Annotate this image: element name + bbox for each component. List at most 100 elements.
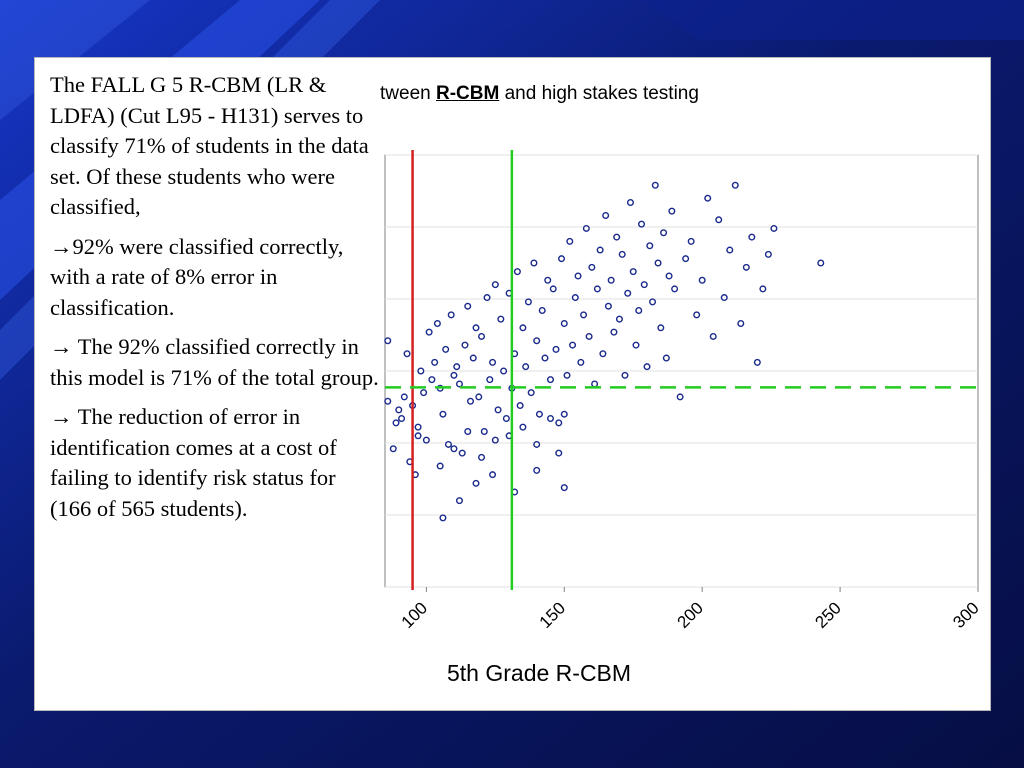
data-point xyxy=(464,302,472,310)
data-point xyxy=(660,229,668,237)
data-point xyxy=(431,358,439,366)
data-point xyxy=(436,462,444,470)
panel-paragraph-error-cost: → The reduction of error in identificati… xyxy=(50,404,337,521)
data-point xyxy=(604,302,612,310)
data-point xyxy=(569,341,577,349)
data-point xyxy=(535,410,543,418)
chart-title-highlight: R-CBM xyxy=(435,83,500,104)
data-point xyxy=(464,427,472,435)
data-point xyxy=(657,324,665,332)
data-point xyxy=(654,259,662,267)
data-point xyxy=(530,259,538,267)
data-point xyxy=(494,406,502,414)
data-point xyxy=(533,466,541,474)
data-point xyxy=(629,268,637,276)
data-point xyxy=(461,341,469,349)
data-point xyxy=(560,484,568,492)
data-point xyxy=(602,211,610,219)
data-point xyxy=(425,328,433,336)
data-point xyxy=(566,237,574,245)
data-point xyxy=(715,216,723,224)
data-point xyxy=(400,393,408,401)
data-point xyxy=(480,427,488,435)
gridlines xyxy=(385,154,978,588)
data-point xyxy=(439,514,447,522)
data-point xyxy=(759,285,767,293)
data-point xyxy=(527,389,535,397)
data-point xyxy=(475,393,483,401)
data-point xyxy=(467,397,475,405)
data-point xyxy=(519,324,527,332)
data-point xyxy=(635,307,643,315)
data-point xyxy=(709,332,717,340)
data-point xyxy=(469,354,477,362)
data-point xyxy=(491,281,499,289)
data-point xyxy=(693,311,701,319)
data-point xyxy=(444,440,452,448)
data-point xyxy=(582,224,590,232)
data-point xyxy=(522,363,530,371)
chart-title: tween R-CBM and high stakes testing xyxy=(380,83,980,105)
data-point xyxy=(519,423,527,431)
data-point xyxy=(638,220,646,228)
chart-title-prefix: tween xyxy=(380,83,436,104)
data-point xyxy=(384,337,392,345)
data-point xyxy=(613,233,621,241)
data-point xyxy=(615,315,623,323)
data-point xyxy=(624,289,632,297)
data-point xyxy=(433,319,441,327)
data-point xyxy=(599,350,607,358)
data-point xyxy=(665,272,673,280)
data-point xyxy=(748,233,756,241)
data-point xyxy=(555,449,563,457)
data-point xyxy=(428,376,436,384)
data-point xyxy=(764,250,772,258)
data-point xyxy=(533,440,541,448)
data-point xyxy=(687,237,695,245)
data-point xyxy=(676,393,684,401)
x-tick-label: 200 xyxy=(674,598,707,631)
data-point xyxy=(577,358,585,366)
data-point xyxy=(549,285,557,293)
data-point xyxy=(698,276,706,284)
data-point xyxy=(478,332,486,340)
data-point xyxy=(753,358,761,366)
data-point xyxy=(552,345,560,353)
data-point xyxy=(643,363,651,371)
data-point xyxy=(422,436,430,444)
data-point xyxy=(455,380,463,388)
data-point xyxy=(560,410,568,418)
data-point xyxy=(486,376,494,384)
data-point xyxy=(417,367,425,375)
data-point xyxy=(533,337,541,345)
data-point xyxy=(500,367,508,375)
data-point xyxy=(414,423,422,431)
data-point xyxy=(491,436,499,444)
data-point xyxy=(558,255,566,263)
data-point xyxy=(453,363,461,371)
data-point xyxy=(447,311,455,319)
x-tick-label: 150 xyxy=(536,598,569,631)
panel-paragraph-summary: The FALL G 5 R-CBM (LR & LDFA) (Cut L95 … xyxy=(50,72,369,219)
data-point xyxy=(593,285,601,293)
data-point xyxy=(596,246,604,254)
data-point xyxy=(502,415,510,423)
data-point xyxy=(580,311,588,319)
data-point xyxy=(591,380,599,388)
data-point xyxy=(389,445,397,453)
data-point xyxy=(742,263,750,271)
data-point xyxy=(450,371,458,379)
data-point xyxy=(458,449,466,457)
data-point xyxy=(626,199,634,207)
chart-title-suffix: and high stakes testing xyxy=(499,83,699,104)
data-point xyxy=(770,224,778,232)
data-point xyxy=(640,281,648,289)
data-point xyxy=(574,272,582,280)
data-point xyxy=(588,263,596,271)
x-tick-label: 250 xyxy=(811,598,844,631)
data-point xyxy=(704,194,712,202)
data-point xyxy=(414,432,422,440)
data-point xyxy=(546,376,554,384)
data-point xyxy=(726,246,734,254)
